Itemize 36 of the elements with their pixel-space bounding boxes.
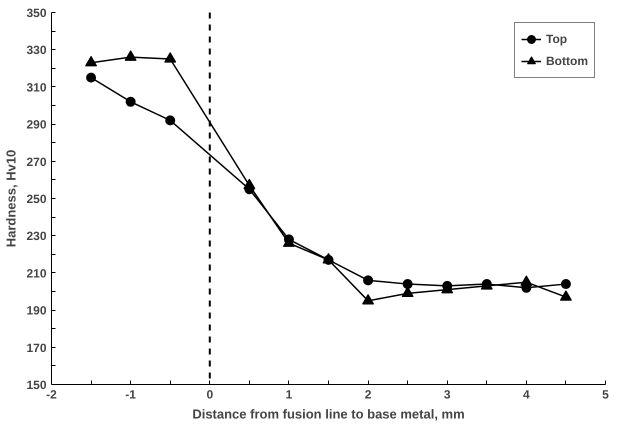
point <box>85 56 98 66</box>
y-tick-label: 150 <box>26 378 47 392</box>
point <box>560 290 572 301</box>
x-tick-label: 5 <box>602 388 610 402</box>
point <box>243 178 256 190</box>
y-tick-label: 290 <box>26 118 47 132</box>
point <box>86 72 96 83</box>
x-tick-label: 0 <box>206 388 214 402</box>
legend-label: Bottom <box>546 54 588 68</box>
x-tick-label: -1 <box>125 388 136 402</box>
point <box>520 275 532 286</box>
point <box>126 96 136 107</box>
y-axis-title: Hardness, Hv10 <box>3 150 18 248</box>
y-tick-label: 170 <box>26 340 47 355</box>
x-tick-label: 4 <box>523 388 530 402</box>
point <box>165 115 176 126</box>
y-tick-label: 190 <box>26 304 47 318</box>
x-tick-label: 2 <box>364 388 372 402</box>
point <box>124 50 137 61</box>
point <box>164 52 176 63</box>
y-tick-label: 330 <box>26 43 47 58</box>
y-tick-label: 250 <box>26 192 47 206</box>
x-tick-label: 3 <box>444 388 451 402</box>
x-axis-title: Distance from fusion line to base metal, mm <box>192 406 465 422</box>
y-tick-label: 230 <box>26 229 47 244</box>
x-tick-label: -2 <box>46 388 58 402</box>
y-tick-label: 210 <box>26 266 47 280</box>
x-tick-label: 1 <box>286 388 293 402</box>
point <box>402 279 413 290</box>
point <box>362 294 374 304</box>
point <box>560 279 571 290</box>
y-tick-label: 350 <box>26 6 47 20</box>
y-tick-label: 270 <box>26 154 47 169</box>
point <box>363 275 374 286</box>
y-tick-label: 310 <box>26 80 47 94</box>
legend-label: Top <box>546 32 568 46</box>
